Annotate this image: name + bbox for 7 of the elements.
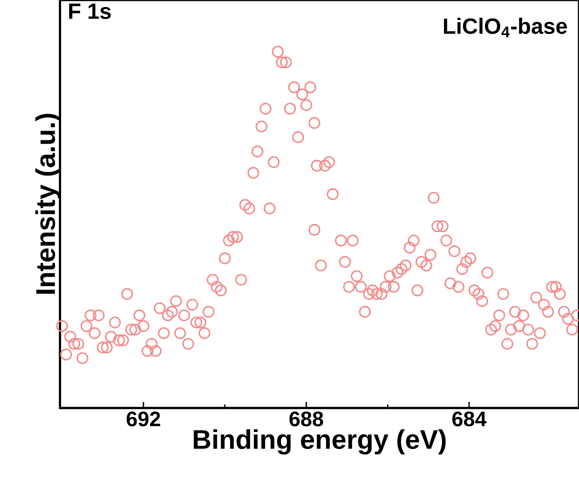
x-tick-label: 692 bbox=[126, 412, 160, 426]
chart-title: F 1s bbox=[69, 4, 111, 20]
y-axis-title: Intensity (a.u.) bbox=[35, 114, 60, 294]
x-axis-title: Binding energy (eV) bbox=[194, 429, 446, 455]
x-tick-label: 688 bbox=[290, 412, 324, 426]
x-tick-label: 684 bbox=[452, 412, 486, 426]
text: LiClO$_{4}$-base bbox=[444, 18, 567, 38]
